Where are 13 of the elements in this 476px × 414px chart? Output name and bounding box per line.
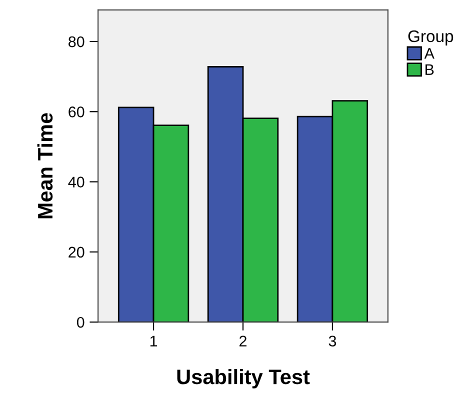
x-axis-title: Usability Test	[177, 368, 310, 388]
y-tick-label: 0	[76, 316, 84, 328]
x-tick-label: 3	[328, 336, 336, 347]
y-tick-label: 20	[68, 246, 84, 258]
x-tick-label: 1	[150, 336, 158, 346]
legend-title: Group	[408, 30, 454, 46]
legend-label: B	[426, 64, 434, 75]
y-tick-label: 60	[68, 106, 84, 118]
y-tick-label: 80	[68, 36, 84, 48]
y-axis-title: Mean Time	[37, 113, 53, 218]
x-tick-label: 2	[240, 336, 246, 346]
legend-label: A	[424, 48, 434, 59]
y-tick-label: 40	[68, 176, 84, 188]
